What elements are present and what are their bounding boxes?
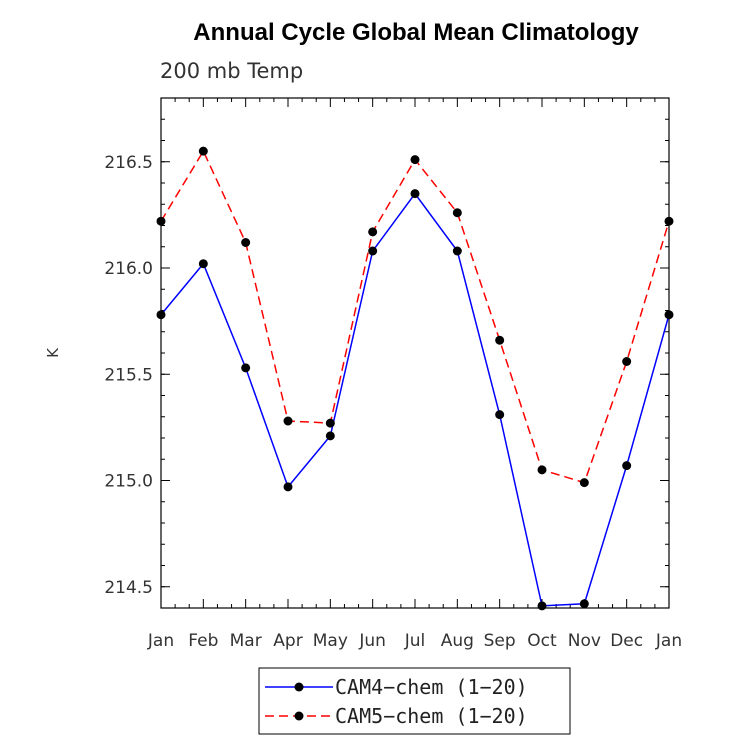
series-layer	[156, 146, 674, 611]
y-tick-label: 215.0	[104, 472, 153, 492]
legend-box	[258, 667, 571, 735]
legend-label-2: CAM5−chem (1−20)	[335, 704, 528, 728]
legend: CAM4−chem (1−20) CAM5−chem (1−20)	[258, 667, 571, 735]
legend-label-1: CAM4−chem (1−20)	[335, 675, 528, 699]
chart-subtitle: 200 mb Temp	[160, 59, 303, 83]
data-point-series-2	[410, 155, 420, 165]
y-tick-labels: 214.5 215.0 215.5 216.0 216.5	[104, 153, 153, 598]
x-tick-label: Nov	[568, 631, 601, 651]
data-point-series-2	[664, 216, 674, 226]
axis-ticks	[160, 97, 670, 609]
data-point-series-1	[664, 310, 674, 320]
data-point-series-2	[537, 465, 547, 475]
x-tick-label: Feb	[188, 631, 218, 651]
data-point-series-2	[198, 146, 208, 156]
data-point-series-2	[579, 478, 589, 488]
data-point-series-2	[452, 208, 462, 218]
x-tick-label: May	[313, 631, 348, 651]
x-tick-label: Jul	[404, 631, 426, 651]
data-point-series-2	[495, 335, 505, 345]
series-line-2	[160, 149, 670, 484]
data-point-series-1	[368, 246, 378, 256]
x-tick-label: Aug	[441, 631, 474, 651]
data-point-series-1	[622, 461, 632, 471]
data-point-series-2	[283, 416, 293, 426]
x-tick-label: Jun	[358, 631, 386, 651]
data-point-series-2	[368, 227, 378, 237]
legend-marker-2	[294, 711, 304, 721]
data-point-series-2	[325, 418, 335, 428]
x-tick-label: Mar	[230, 631, 262, 651]
data-point-series-1	[452, 246, 462, 256]
y-tick-label: 216.0	[104, 259, 153, 279]
x-tick-label: Oct	[527, 631, 557, 651]
x-tick-label: Jan	[655, 631, 682, 651]
legend-marker-1	[294, 682, 304, 692]
y-tick-label: 214.5	[104, 578, 153, 598]
data-point-series-1	[156, 310, 166, 320]
data-point-series-1	[198, 259, 208, 269]
y-tick-label: 215.5	[104, 365, 153, 385]
data-point-series-1	[325, 431, 335, 441]
series-line-1	[160, 192, 670, 607]
y-tick-label: 216.5	[104, 153, 153, 173]
chart-title: Annual Cycle Global Mean Climatology	[193, 19, 639, 46]
data-point-series-1	[537, 601, 547, 611]
data-point-series-1	[410, 189, 420, 199]
data-point-series-2	[156, 216, 166, 226]
legend-items: CAM4−chem (1−20) CAM5−chem (1−20)	[265, 675, 528, 728]
data-point-series-2	[241, 238, 251, 247]
data-point-series-1	[579, 599, 589, 609]
data-point-series-1	[495, 410, 505, 420]
data-point-series-1	[283, 482, 293, 492]
x-tick-label: Jan	[147, 631, 174, 651]
x-tick-label: Apr	[273, 631, 302, 651]
plot-frame	[160, 97, 670, 609]
data-point-series-2	[622, 357, 632, 366]
x-tick-label: Dec	[610, 631, 643, 651]
x-tick-label: Sep	[484, 631, 516, 651]
y-axis-label: K	[44, 347, 62, 358]
x-tick-labels: Jan Feb Mar Apr May Jun Jul Aug Sep Oct Nov Dec Jan	[147, 631, 682, 651]
data-point-series-1	[241, 363, 251, 373]
